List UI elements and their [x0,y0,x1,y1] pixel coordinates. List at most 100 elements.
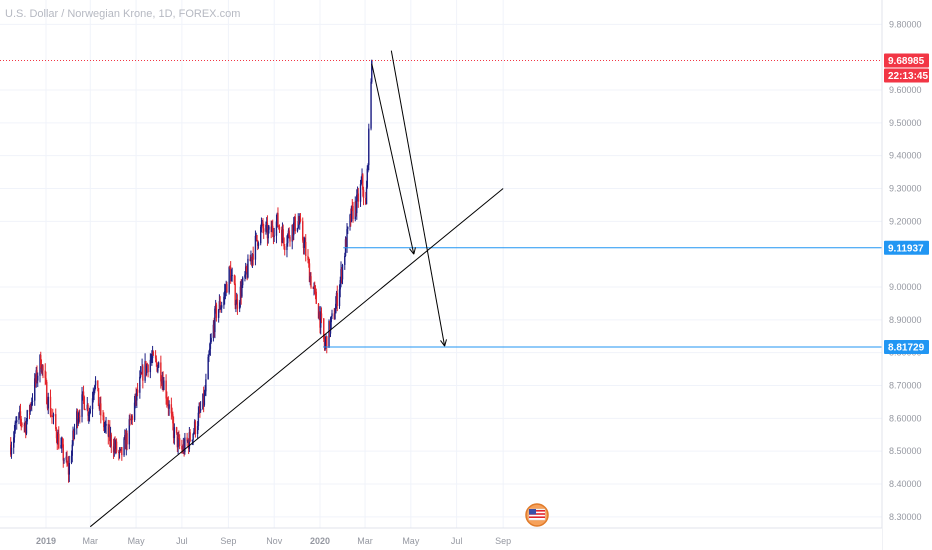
candle [284,243,286,256]
candle [136,388,138,409]
candle [224,284,227,300]
candle [102,410,104,421]
candle [241,276,244,288]
candle [19,403,22,427]
y-tick-label: 9.00000 [889,282,922,292]
candle [118,447,121,459]
projection-arrow[interactable] [371,63,416,255]
candle [46,398,49,411]
candle [218,294,221,311]
candle [123,436,125,457]
candle [309,272,311,286]
candle [141,358,143,375]
candle [134,393,137,409]
candle [87,403,89,422]
candle [118,449,120,461]
candle [314,285,317,300]
candle [234,275,236,310]
candle [265,221,267,235]
candle [60,437,62,449]
candle [272,219,274,238]
candle [207,354,209,380]
candle [166,397,169,406]
candle [166,391,168,408]
candle [214,306,216,339]
candle [125,428,128,456]
candle [121,446,123,461]
x-tick-label: Jul [176,536,188,546]
candle [350,205,353,223]
candle [339,276,341,298]
candle [114,436,116,454]
candle [119,448,122,453]
candle [61,437,64,448]
candle [160,355,162,389]
candle [340,261,342,288]
candle [25,417,28,436]
candle [236,294,239,315]
candle [239,281,242,308]
candle [105,416,107,434]
last-price-tag: 9.68985 [884,53,929,68]
candle [281,226,283,247]
candle [256,239,259,251]
trendline[interactable] [89,188,504,528]
candle [213,317,215,338]
time-axis[interactable] [0,528,882,550]
candle [262,223,265,239]
candle [208,343,211,355]
candle [205,373,207,397]
candle [268,225,270,234]
candle [286,235,288,258]
x-tick-label: 2019 [36,536,56,546]
candle [288,227,290,239]
candle [83,395,85,411]
candle [312,286,314,289]
price-axis[interactable] [882,0,932,528]
candle [98,405,100,411]
candle [103,421,106,433]
candle [108,424,110,438]
candle [28,404,31,420]
candle [328,319,330,348]
candle [107,419,110,445]
candle [84,408,86,411]
candle [165,374,167,405]
candle [319,311,321,334]
candle [287,228,290,239]
candle [46,379,48,405]
x-tick-label: Nov [266,536,283,546]
candle [294,213,296,234]
us-flag-event-icon[interactable] [525,503,549,527]
candle [45,371,47,385]
candle [176,432,179,453]
candle [73,429,75,441]
candle [368,123,370,171]
candle [100,396,102,424]
candle [219,296,221,313]
candle [110,432,113,453]
candle [370,78,372,131]
candle [26,409,28,425]
candle [25,420,27,439]
candle [244,262,247,280]
svg-text:8.81729: 8.81729 [888,342,925,353]
candle [193,419,196,435]
candle [189,429,191,443]
candle [273,227,275,242]
candle [42,364,44,379]
candle [13,431,15,454]
candle [144,353,146,383]
candle [318,306,320,321]
candle [272,227,275,245]
candle [256,234,258,242]
horizontal-level-tag: 9.11937 [884,240,929,255]
candle [15,416,17,424]
candle [167,396,170,416]
candle [136,382,139,397]
candle [341,263,344,285]
projection-arrow[interactable] [390,50,447,347]
candle [220,305,222,310]
candle [73,423,76,440]
